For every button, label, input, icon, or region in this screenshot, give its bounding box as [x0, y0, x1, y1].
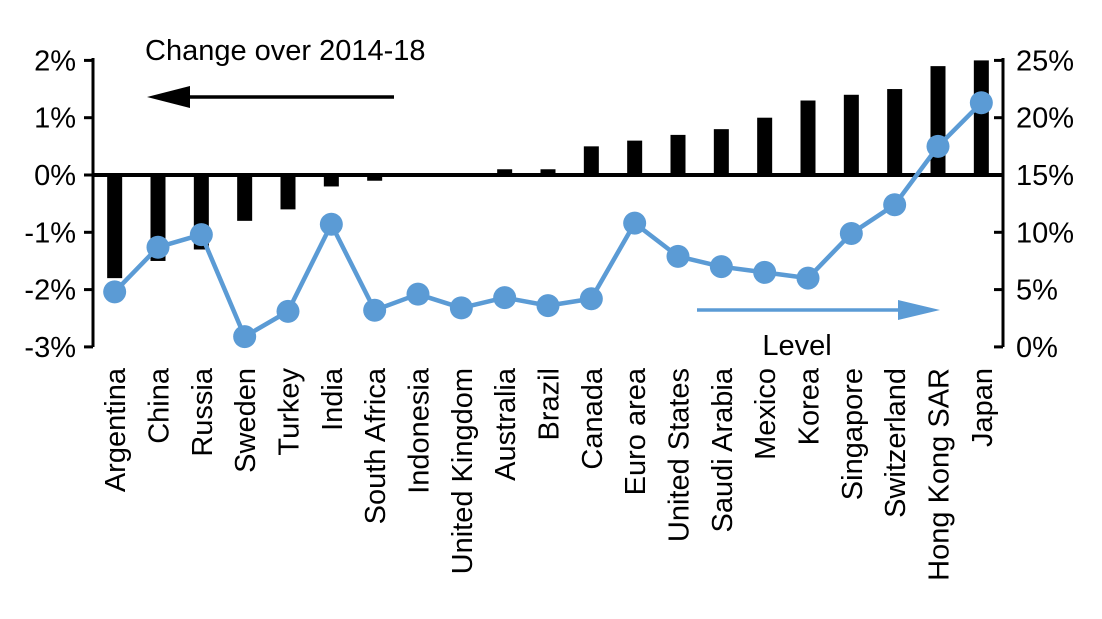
x-axis-label: Argentina [100, 367, 132, 492]
x-axis-label: Turkey [274, 368, 306, 456]
change-bar [670, 134, 686, 175]
change-bar [280, 175, 296, 210]
level-dot [839, 221, 863, 245]
level-dot [926, 134, 950, 158]
right-axis-tick-label: 20% [1016, 103, 1074, 135]
left-axis-tick-label: 2% [34, 45, 76, 77]
left-axis-tick-label: 0% [34, 160, 76, 192]
level-dot [796, 266, 820, 290]
change-bar [323, 175, 339, 187]
level-dot [536, 294, 560, 318]
x-axis-label: Russia [187, 367, 219, 457]
x-axis-label: Hong Kong SAR [924, 368, 956, 581]
level-dot [449, 296, 473, 320]
x-axis-label: United Kingdom [447, 368, 479, 574]
right-axis-tick-label: 10% [1016, 217, 1074, 249]
right-arrow-icon [898, 300, 940, 320]
x-axis-label: Canada [577, 367, 609, 469]
left-axis-tick-label: -1% [24, 217, 76, 249]
level-dot [753, 260, 777, 284]
level-dot [579, 287, 603, 311]
x-axis-label: South Africa [360, 367, 392, 524]
level-dot [969, 91, 993, 115]
x-axis-label: India [317, 367, 349, 431]
level-dot [666, 244, 690, 268]
right-axis-tick-label: 0% [1016, 332, 1058, 364]
x-axis-label: Sweden [230, 368, 262, 473]
x-axis-label: Japan [967, 368, 999, 447]
level-dot [623, 211, 647, 235]
x-axis-label: Brazil [534, 368, 566, 441]
left-axis-tick-label: -2% [24, 275, 76, 307]
right-axis-tick-label: 25% [1016, 45, 1074, 77]
level-dot [363, 298, 387, 322]
left-axis-tick-label: -3% [24, 332, 76, 364]
level-dot [276, 299, 300, 323]
right-axis-tick-label: 15% [1016, 160, 1074, 192]
x-axis-label: Indonesia [404, 367, 436, 494]
x-axis-label: Korea [794, 367, 826, 445]
level-dot [493, 286, 517, 310]
change-bar [583, 146, 599, 175]
change-bar [497, 169, 513, 175]
level-dot [406, 282, 430, 306]
change-bar [800, 100, 816, 175]
left-axis-tick-label: 1% [34, 103, 76, 135]
change-bar [887, 89, 903, 175]
x-axis-label: United States [664, 368, 696, 542]
change-bar [930, 66, 946, 175]
x-axis-label: Saudi Arabia [707, 367, 739, 532]
level-dot [146, 235, 170, 259]
x-axis-label: Mexico [750, 368, 782, 460]
change-bar [973, 60, 989, 175]
level-dot [709, 255, 733, 279]
line-series-title: Level [762, 330, 831, 362]
x-axis-label: Switzerland [880, 368, 912, 518]
right-axis-tick-label: 5% [1016, 275, 1058, 307]
x-axis-label: Singapore [837, 368, 869, 500]
left-arrow-icon [147, 86, 190, 108]
change-bar [713, 129, 729, 175]
x-axis-label: China [144, 367, 176, 444]
level-dot [883, 193, 907, 217]
level-dot [103, 280, 127, 304]
level-dot [233, 325, 257, 349]
change-bar [237, 175, 253, 221]
bar-series-title: Change over 2014-18 [145, 35, 426, 67]
level-dot [189, 223, 213, 247]
change-bar [627, 140, 643, 175]
x-axis-label: Australia [490, 367, 522, 481]
change-bar [757, 117, 773, 175]
change-bar [107, 175, 123, 279]
change-bar [540, 169, 556, 175]
change-bar [843, 94, 859, 175]
level-dot [319, 212, 343, 236]
x-axis-label: Euro area [620, 367, 652, 495]
change-bar [367, 175, 383, 181]
